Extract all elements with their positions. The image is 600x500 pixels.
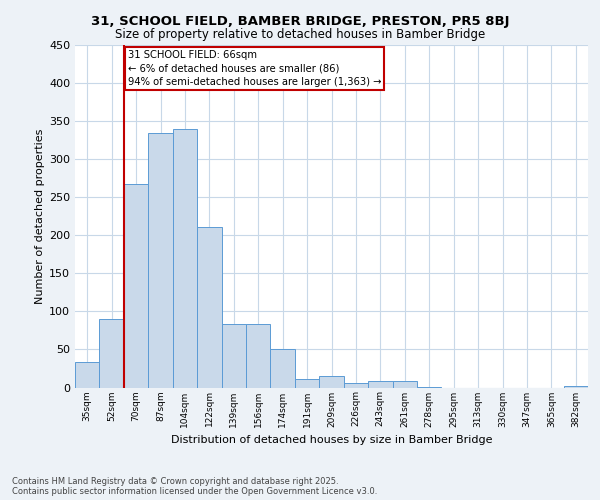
Bar: [563, 386, 588, 388]
Bar: [344, 383, 368, 388]
Text: 31 SCHOOL FIELD: 66sqm
← 6% of detached houses are smaller (86)
94% of semi-deta: 31 SCHOOL FIELD: 66sqm ← 6% of detached …: [128, 50, 381, 86]
Bar: [392, 382, 417, 388]
Text: 31, SCHOOL FIELD, BAMBER BRIDGE, PRESTON, PR5 8BJ: 31, SCHOOL FIELD, BAMBER BRIDGE, PRESTON…: [91, 15, 509, 28]
Bar: [221, 324, 246, 388]
Bar: [148, 132, 173, 388]
Bar: [173, 128, 197, 388]
Bar: [197, 227, 221, 388]
Bar: [100, 319, 124, 388]
Bar: [124, 184, 148, 388]
Bar: [75, 362, 100, 388]
Bar: [319, 376, 344, 388]
X-axis label: Distribution of detached houses by size in Bamber Bridge: Distribution of detached houses by size …: [171, 435, 492, 445]
Text: Size of property relative to detached houses in Bamber Bridge: Size of property relative to detached ho…: [115, 28, 485, 41]
Bar: [295, 379, 319, 388]
Y-axis label: Number of detached properties: Number of detached properties: [35, 128, 45, 304]
Bar: [368, 382, 392, 388]
Bar: [271, 348, 295, 388]
Bar: [246, 324, 271, 388]
Bar: [417, 386, 442, 388]
Text: Contains HM Land Registry data © Crown copyright and database right 2025.
Contai: Contains HM Land Registry data © Crown c…: [12, 476, 377, 496]
